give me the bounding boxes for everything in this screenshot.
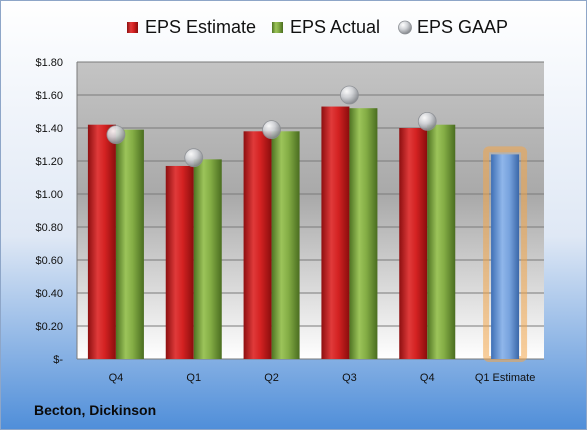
marker-eps-gaap xyxy=(417,112,437,131)
bar-eps-actual xyxy=(427,124,456,359)
legend-swatch xyxy=(272,22,283,33)
bars xyxy=(87,85,528,362)
y-tick-label: $1.20 xyxy=(35,156,63,168)
legend-swatch xyxy=(398,20,412,35)
y-tick-label: $0.20 xyxy=(35,321,63,333)
bar-eps-actual xyxy=(193,159,222,359)
marker-eps-gaap xyxy=(106,125,126,145)
y-tick-label: $0.80 xyxy=(35,222,63,234)
y-tick-label: $1.00 xyxy=(35,189,63,201)
bar-eps-actual xyxy=(271,131,300,359)
bar-eps-actual xyxy=(115,129,144,359)
legend-swatch xyxy=(127,22,138,33)
legend-label: EPS Estimate xyxy=(145,17,256,37)
y-axis: $- $0.20 $0.40 $0.60 $0.80 $1.00 $1.20 $1.40 $1.… xyxy=(35,57,78,366)
legend: EPS Estimate EPS Actual EPS GAAP xyxy=(127,17,508,37)
y-tick-label: $1.80 xyxy=(35,57,63,69)
bar-eps-estimate xyxy=(399,128,428,359)
bar-forecast-estimate xyxy=(491,154,520,359)
y-tick-label: $0.60 xyxy=(35,255,63,267)
bar-eps-estimate xyxy=(165,165,194,359)
x-tick-label: Q1 Estimate xyxy=(475,372,536,384)
bar-eps-actual xyxy=(349,108,378,359)
x-tick-label: Q2 xyxy=(264,372,279,384)
y-tick-label: $0.40 xyxy=(35,288,63,300)
y-tick-label: $- xyxy=(53,354,63,366)
marker-eps-gaap xyxy=(340,85,359,105)
bar-eps-estimate xyxy=(243,131,272,359)
y-tick-label: $1.60 xyxy=(35,90,63,102)
bar-eps-estimate xyxy=(87,124,116,359)
company-name: Becton, Dickinson xyxy=(34,402,157,418)
x-axis: Q4 Q1 Q2 Q3 Q4 Q1 Estimate xyxy=(109,372,536,384)
gridlines xyxy=(77,61,544,360)
x-tick-label: Q1 xyxy=(186,372,201,384)
x-tick-label: Q4 xyxy=(109,372,124,384)
plot-area xyxy=(77,62,544,359)
marker-eps-gaap xyxy=(262,120,281,140)
marker-eps-gaap xyxy=(184,148,204,168)
x-tick-label: Q3 xyxy=(342,372,357,384)
x-tick-label: Q4 xyxy=(420,372,435,384)
y-tick-label: $1.40 xyxy=(35,123,63,135)
legend-label: EPS Actual xyxy=(290,17,380,37)
legend-label: EPS GAAP xyxy=(417,17,508,37)
bar-eps-estimate xyxy=(321,106,350,359)
